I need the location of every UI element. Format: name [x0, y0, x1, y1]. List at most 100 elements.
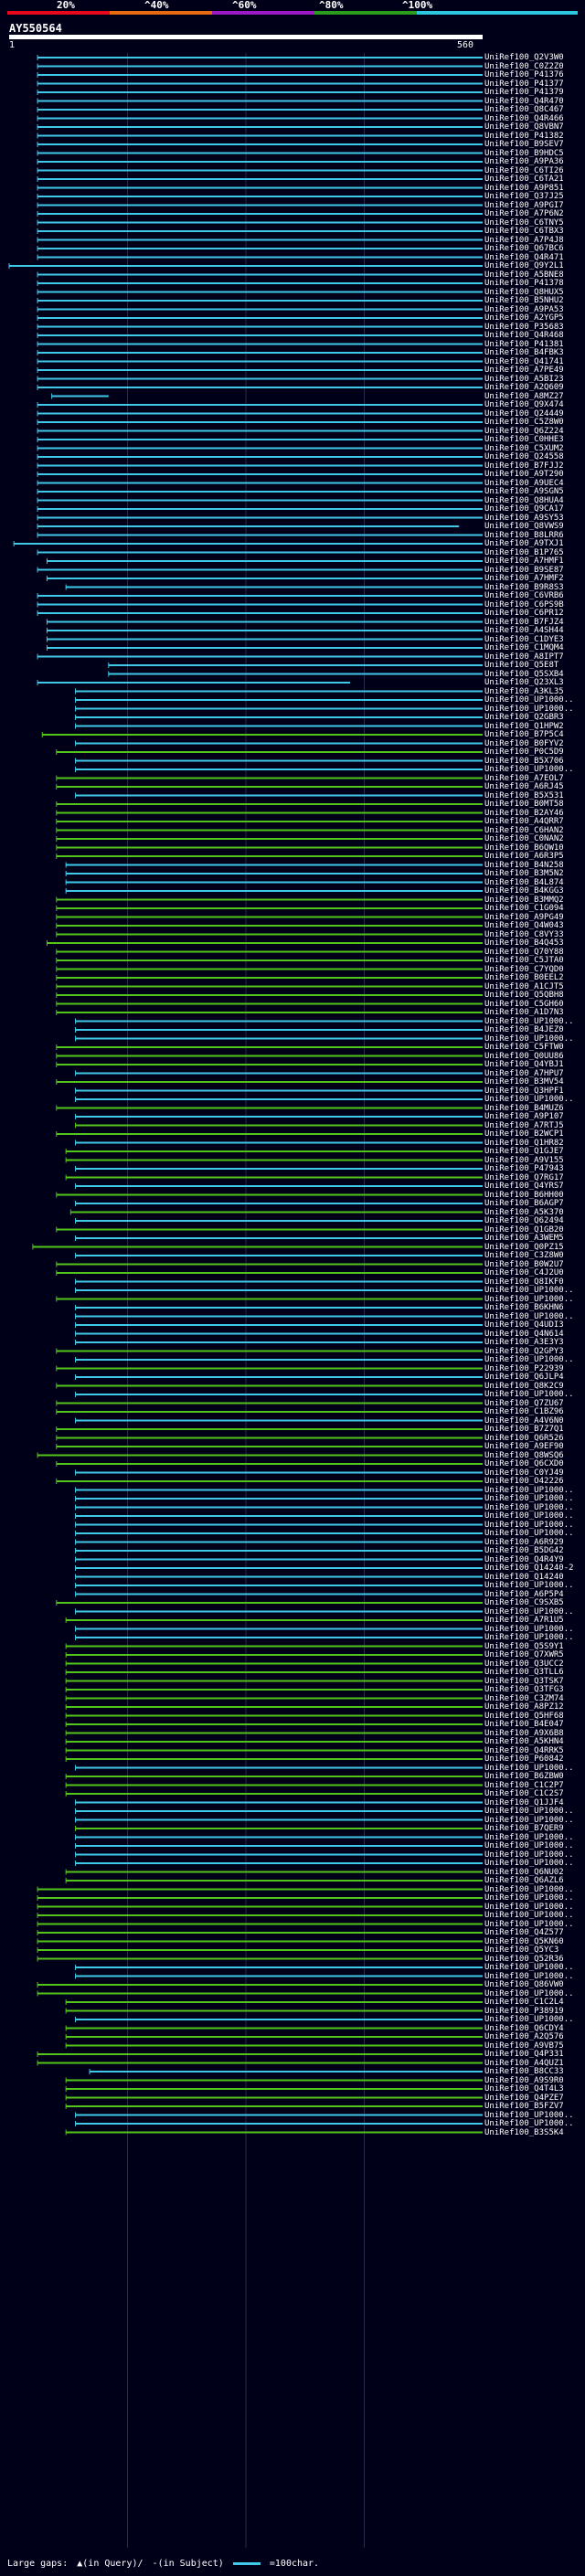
hit-label[interactable]: UniRef100_Q5YC3 — [484, 1945, 559, 1955]
hit-label[interactable]: UniRef100_B6ZBW0 — [484, 1772, 564, 1781]
hit-label[interactable]: UniRef100_Q5QBH8 — [484, 991, 564, 1000]
hit-label[interactable]: UniRef100_Q8C467 — [484, 105, 564, 114]
hit-label[interactable]: UniRef100_Q7XWR5 — [484, 1650, 564, 1659]
hit-label[interactable]: UniRef100_B8CC33 — [484, 2067, 564, 2076]
hit-label[interactable]: UniRef100_P35683 — [484, 322, 564, 332]
hit-label[interactable]: UniRef100_Q24449 — [484, 408, 564, 419]
hit-label[interactable]: UniRef100_A9SGN5 — [484, 487, 564, 496]
hit-label[interactable]: UniRef100_A1CJT5 — [484, 981, 564, 991]
hit-label[interactable]: UniRef100_Q52R36 — [484, 1954, 564, 1964]
hit-label[interactable]: UniRef100_C0NAN2 — [484, 834, 564, 843]
hit-label[interactable]: UniRef100_C6TA21 — [484, 175, 564, 184]
hit-label[interactable]: UniRef100_Q0PZ15 — [484, 1242, 564, 1252]
hit-label[interactable]: UniRef100_A9TXJ1 — [484, 539, 564, 548]
hit-label[interactable]: UniRef100_Q3TFG3 — [484, 1685, 564, 1694]
hit-label[interactable]: UniRef100_A9PA36 — [484, 157, 564, 166]
hit-label[interactable]: UniRef100_UP1000.. — [484, 1832, 574, 1842]
hit-label[interactable]: UniRef100_A9PGI7 — [484, 200, 564, 210]
hit-label[interactable]: UniRef100_Q4R468 — [484, 331, 564, 340]
hit-label[interactable]: UniRef100_C1C2L4 — [484, 1998, 564, 2007]
hit-label[interactable]: UniRef100_A9EF90 — [484, 1442, 564, 1451]
hit-label[interactable]: UniRef100_UP1000.. — [484, 1763, 574, 1773]
hit-label[interactable]: UniRef100_B2AY46 — [484, 808, 564, 818]
hit-label[interactable]: UniRef100_C0Z2Z0 — [484, 61, 564, 71]
hit-label[interactable]: UniRef100_UP1000.. — [484, 1963, 574, 1972]
hit-label[interactable]: UniRef100_B9HDC5 — [484, 148, 564, 158]
hit-label[interactable]: UniRef100_B9SEV7 — [484, 140, 564, 149]
hit-label[interactable]: UniRef100_UP1000.. — [484, 1311, 574, 1321]
hit-label[interactable]: UniRef100_B3MV54 — [484, 1077, 564, 1087]
hit-label[interactable]: UniRef100_B5DG42 — [484, 1546, 564, 1555]
hit-label[interactable]: UniRef100_Q6R526 — [484, 1433, 564, 1443]
hit-label[interactable]: UniRef100_UP1000.. — [484, 2110, 574, 2120]
hit-label[interactable]: UniRef100_Q6CDY4 — [484, 2023, 564, 2033]
hit-label[interactable]: UniRef100_Q1GJE7 — [484, 1147, 564, 1156]
hit-label[interactable]: UniRef100_UP1000.. — [484, 1581, 574, 1590]
hit-label[interactable]: UniRef100_C3ZM74 — [484, 1693, 564, 1703]
hit-label[interactable]: UniRef100_C1G094 — [484, 904, 564, 913]
hit-label[interactable]: UniRef100_Q4T4L3 — [484, 2084, 564, 2094]
hit-label[interactable]: UniRef100_C5XUM2 — [484, 443, 564, 453]
hit-label[interactable]: UniRef100_Q8HUA4 — [484, 495, 564, 505]
hit-label[interactable]: UniRef100_Q4R470 — [484, 96, 564, 106]
hit-label[interactable]: UniRef100_B7QER9 — [484, 1824, 564, 1833]
hit-label[interactable]: UniRef100_C6PS9B — [484, 599, 564, 610]
hit-label[interactable]: UniRef100_A9S9R0 — [484, 2075, 564, 2085]
hit-label[interactable]: UniRef100_UP1000.. — [484, 695, 574, 705]
hit-label[interactable]: UniRef100_C0HHE3 — [484, 435, 564, 444]
hit-label[interactable]: UniRef100_Q0UU86 — [484, 1051, 564, 1061]
hit-label[interactable]: UniRef100_A2Q576 — [484, 2032, 564, 2041]
hit-label[interactable]: UniRef100_Q4R4Y9 — [484, 1554, 564, 1564]
hit-label[interactable]: UniRef100_C1MQM4 — [484, 643, 564, 652]
hit-label[interactable]: UniRef100_UP1000.. — [484, 1807, 574, 1816]
hit-label[interactable]: UniRef100_UP1000.. — [484, 1294, 574, 1304]
hit-label[interactable]: UniRef100_P22939 — [484, 1363, 564, 1373]
hit-label[interactable]: UniRef100_Q4R471 — [484, 252, 564, 262]
hit-label[interactable]: UniRef100_A9VB75 — [484, 2041, 564, 2051]
hit-label[interactable]: UniRef100_UP1000.. — [484, 1095, 574, 1104]
hit-label[interactable]: UniRef100_B4FBK3 — [484, 348, 564, 357]
hit-label[interactable]: UniRef100_Q3HPF1 — [484, 1086, 564, 1096]
hit-label[interactable]: UniRef100_C7YQD0 — [484, 964, 564, 974]
hit-label[interactable]: UniRef100_B2WCP1 — [484, 1129, 564, 1139]
hit-label[interactable]: UniRef100_A9SY53 — [484, 513, 564, 523]
hit-label[interactable]: UniRef100_A5BNE8 — [484, 270, 564, 280]
hit-label[interactable]: UniRef100_Q6AZL6 — [484, 1876, 564, 1885]
hit-label[interactable]: UniRef100_A4V6N0 — [484, 1415, 564, 1426]
hit-label[interactable]: UniRef100_UP1000.. — [484, 1884, 574, 1894]
hit-label[interactable]: UniRef100_Q6Z224 — [484, 426, 564, 436]
hit-label[interactable]: UniRef100_B7Z7Q1 — [484, 1425, 564, 1434]
hit-label[interactable]: UniRef100_A7PE49 — [484, 366, 564, 375]
hit-label[interactable]: UniRef100_Q4UDI3 — [484, 1320, 564, 1330]
hit-label[interactable]: UniRef100_A7HMF2 — [484, 574, 564, 583]
hit-label[interactable]: UniRef100_B4KGG3 — [484, 886, 564, 896]
hit-label[interactable]: UniRef100_A9PA53 — [484, 304, 564, 314]
hit-label[interactable]: UniRef100_C6HAN2 — [484, 825, 564, 835]
hit-label[interactable]: UniRef100_Q8HUX5 — [484, 287, 564, 297]
hit-label[interactable]: UniRef100_B5X706 — [484, 756, 564, 766]
hit-label[interactable]: UniRef100_UP1000.. — [484, 1859, 574, 1868]
hit-label[interactable]: UniRef100_B5FZV7 — [484, 2102, 564, 2111]
hit-label[interactable]: UniRef100_C6TBX3 — [484, 227, 564, 236]
hit-label[interactable]: UniRef100_B3M5N2 — [484, 869, 564, 878]
hit-label[interactable]: UniRef100_UP1000.. — [484, 1034, 574, 1044]
hit-label[interactable]: UniRef100_UP1000.. — [484, 1511, 574, 1521]
hit-label[interactable]: UniRef100_A9UEC4 — [484, 478, 564, 488]
hit-label[interactable]: UniRef100_B3MMQ2 — [484, 895, 564, 905]
hit-label[interactable]: UniRef100_UP1000.. — [484, 1529, 574, 1538]
hit-label[interactable]: UniRef100_Q70Y88 — [484, 947, 564, 957]
hit-label[interactable]: UniRef100_Q2GBR3 — [484, 713, 564, 722]
hit-label[interactable]: UniRef100_Q14240 — [484, 1572, 564, 1582]
hit-label[interactable]: UniRef100_P0C5D9 — [484, 747, 564, 757]
hit-label[interactable]: UniRef100_P41381 — [484, 339, 564, 349]
hit-label[interactable]: UniRef100_UP1000.. — [484, 1355, 574, 1364]
hit-label[interactable]: UniRef100_A2Q609 — [484, 383, 564, 392]
hit-label[interactable]: UniRef100_UP1000.. — [484, 1485, 574, 1495]
hit-label[interactable]: UniRef100_Q8WSQ6 — [484, 1450, 564, 1460]
hit-label[interactable]: UniRef100_P60842 — [484, 1754, 564, 1764]
hit-label[interactable]: UniRef100_A8MZ27 — [484, 391, 564, 401]
hit-label[interactable]: UniRef100_C5FTW0 — [484, 1043, 564, 1052]
hit-label[interactable]: UniRef100_UP1000.. — [484, 1911, 574, 1920]
hit-label[interactable]: UniRef100_Q4P331 — [484, 2050, 564, 2059]
hit-label[interactable]: UniRef100_A7R1U5 — [484, 1616, 564, 1625]
